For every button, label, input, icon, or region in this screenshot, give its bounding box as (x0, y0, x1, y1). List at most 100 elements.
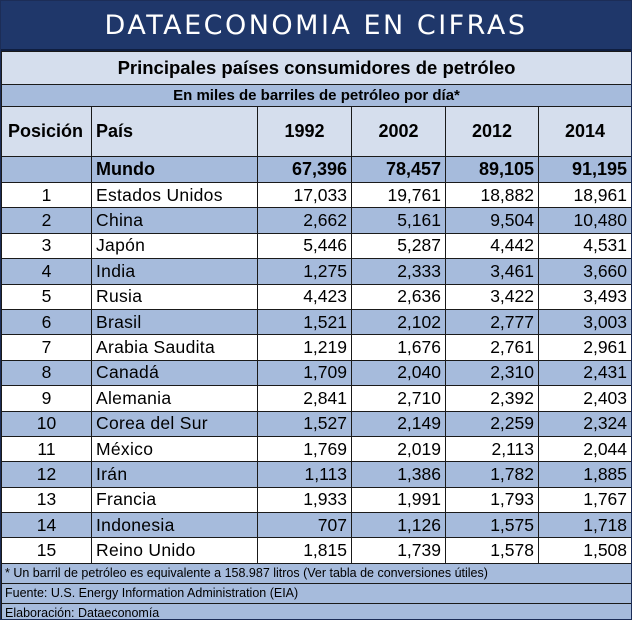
row-value: 1,709 (257, 359, 352, 387)
total-label: Mundo (91, 156, 258, 183)
table-unit: En miles de barriles de petróleo por día… (1, 84, 631, 107)
row-country: Alemania (91, 385, 258, 412)
row-country: Corea del Sur (91, 410, 258, 437)
table-unit-row: En miles de barriles de petróleo por día… (1, 84, 631, 107)
row-country: Francia (91, 486, 258, 514)
row-value: 2,662 (257, 207, 352, 234)
row-value: 1,782 (445, 461, 539, 488)
row-value: 2,259 (445, 410, 539, 437)
total-value: 67,396 (257, 156, 352, 183)
row-value: 3,493 (537, 283, 631, 310)
row-value: 1,793 (445, 486, 539, 514)
table-row: 6 Brasil 1,521 2,102 2,777 3,003 (1, 308, 631, 336)
total-value: 91,195 (537, 156, 631, 183)
row-value: 2,040 (351, 359, 446, 387)
table-row: 8 Canadá 1,709 2,040 2,310 2,431 (1, 359, 631, 387)
row-value: 1,885 (537, 461, 631, 488)
total-value: 89,105 (445, 156, 539, 183)
row-value: 4,531 (537, 232, 631, 260)
row-value: 1,575 (445, 512, 539, 539)
row-value: 2,636 (351, 283, 446, 310)
row-country: Japón (91, 232, 258, 260)
row-value: 1,739 (351, 537, 446, 564)
row-value: 4,442 (445, 232, 539, 260)
row-value: 3,422 (445, 283, 539, 310)
row-country: Brasil (91, 308, 258, 336)
row-country: China (91, 207, 258, 234)
row-position: 15 (1, 537, 92, 564)
row-value: 3,461 (445, 258, 539, 285)
row-position: 1 (1, 181, 92, 209)
row-value: 2,392 (445, 385, 539, 412)
table-title-row: Principales países consumidores de petró… (1, 51, 631, 85)
row-country: Indonesia (91, 512, 258, 539)
note-row: Elaboración: Dataeconomía (1, 602, 631, 619)
banner-title: DATAECONOMIA EN CIFRAS (1, 1, 631, 51)
row-country: Canadá (91, 359, 258, 387)
row-country: Estados Unidos (91, 181, 258, 209)
row-value: 3,003 (537, 308, 631, 336)
table-row: 15 Reino Unido 1,815 1,739 1,578 1,508 (1, 537, 631, 564)
total-row: Mundo 67,396 78,457 89,105 91,195 (1, 156, 631, 183)
row-value: 1,219 (257, 334, 352, 361)
total-position-cell (1, 156, 92, 183)
row-value: 10,480 (537, 207, 631, 234)
row-position: 4 (1, 258, 92, 285)
row-value: 2,113 (445, 435, 539, 463)
row-position: 8 (1, 359, 92, 387)
row-value: 2,403 (537, 385, 631, 412)
row-position: 2 (1, 207, 92, 234)
row-value: 2,044 (537, 435, 631, 463)
table-row: 14 Indonesia 707 1,126 1,575 1,718 (1, 512, 631, 539)
table-row: 9 Alemania 2,841 2,710 2,392 2,403 (1, 385, 631, 412)
note-row: * Un barril de petróleo es equivalente a… (1, 562, 631, 584)
total-value: 78,457 (351, 156, 446, 183)
row-position: 12 (1, 461, 92, 488)
row-value: 1,718 (537, 512, 631, 539)
row-value: 2,333 (351, 258, 446, 285)
row-value: 1,815 (257, 537, 352, 564)
row-country: Arabia Saudita (91, 334, 258, 361)
footnote: Elaboración: Dataeconomía (1, 602, 631, 619)
row-value: 1,767 (537, 486, 631, 514)
footnote: * Un barril de petróleo es equivalente a… (1, 562, 631, 584)
row-value: 2,019 (351, 435, 446, 463)
table-row: 11 México 1,769 2,019 2,113 2,044 (1, 435, 631, 463)
row-position: 7 (1, 334, 92, 361)
row-value: 1,991 (351, 486, 446, 514)
row-position: 11 (1, 435, 92, 463)
row-value: 5,287 (351, 232, 446, 260)
header-position: Posición (1, 106, 92, 157)
row-value: 3,660 (537, 258, 631, 285)
note-row: Fuente: U.S. Energy Information Administ… (1, 582, 631, 604)
header-country: País (91, 106, 258, 157)
row-value: 1,386 (351, 461, 446, 488)
header-row: Posición País 1992 2002 2012 2014 (1, 106, 631, 157)
row-value: 9,504 (445, 207, 539, 234)
row-value: 1,527 (257, 410, 352, 437)
row-value: 1,126 (351, 512, 446, 539)
row-value: 2,324 (537, 410, 631, 437)
header-year-2012: 2012 (445, 106, 539, 157)
table-row: 13 Francia 1,933 1,991 1,793 1,767 (1, 486, 631, 514)
row-value: 2,841 (257, 385, 352, 412)
table-row: 12 Irán 1,113 1,386 1,782 1,885 (1, 461, 631, 488)
footnote: Fuente: U.S. Energy Information Administ… (1, 582, 631, 604)
row-value: 5,161 (351, 207, 446, 234)
row-value: 18,961 (537, 181, 631, 209)
row-value: 1,521 (257, 308, 352, 336)
row-value: 2,710 (351, 385, 446, 412)
row-country: Reino Unido (91, 537, 258, 564)
row-value: 2,761 (445, 334, 539, 361)
row-position: 13 (1, 486, 92, 514)
row-position: 10 (1, 410, 92, 437)
row-position: 6 (1, 308, 92, 336)
table-row: 2 China 2,662 5,161 9,504 10,480 (1, 207, 631, 234)
table-row: 1 Estados Unidos 17,033 19,761 18,882 18,961 (1, 181, 631, 209)
row-value: 1,275 (257, 258, 352, 285)
row-value: 1,578 (445, 537, 539, 564)
header-year-2014: 2014 (537, 106, 631, 157)
row-position: 5 (1, 283, 92, 310)
header-year-1992: 1992 (257, 106, 352, 157)
